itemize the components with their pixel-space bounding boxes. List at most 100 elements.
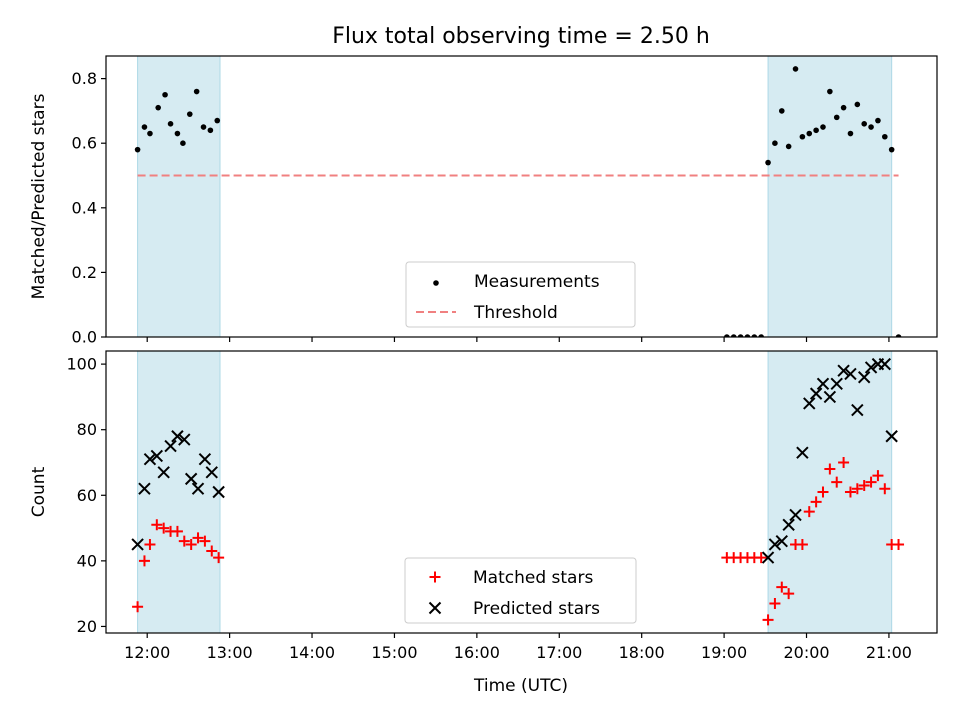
legend: Matched stars Predicted stars bbox=[404, 557, 637, 624]
measurement-point bbox=[792, 66, 799, 72]
measurement-point bbox=[772, 140, 778, 147]
matched-star-point bbox=[872, 470, 884, 482]
measurement-point bbox=[193, 88, 200, 95]
measurement-point bbox=[895, 334, 902, 337]
measurement-point bbox=[785, 143, 792, 150]
observing-window-1 bbox=[137, 350, 221, 634]
predicted-star-point bbox=[809, 387, 823, 400]
measurement-point bbox=[882, 133, 888, 140]
predicted-star-point bbox=[184, 472, 198, 486]
matched-star-point bbox=[879, 483, 891, 495]
measurement-point bbox=[875, 117, 881, 124]
x-tick-label: 13:00 bbox=[207, 643, 253, 662]
measurement-point bbox=[174, 130, 181, 137]
y-tick-label: 40 bbox=[77, 551, 97, 570]
predicted-star-point bbox=[851, 403, 864, 417]
predicted-star-point bbox=[205, 466, 218, 479]
predicted-star-point bbox=[171, 430, 184, 443]
x-tick-label: 18:00 bbox=[619, 643, 665, 662]
matched-star-point bbox=[893, 538, 905, 550]
predicted-star-point bbox=[212, 485, 225, 499]
measurement-point bbox=[141, 124, 148, 130]
matched-star-point bbox=[796, 538, 808, 550]
legend-handle-predicted-stars bbox=[428, 601, 442, 615]
matched-star-point bbox=[783, 588, 795, 600]
measurement-point bbox=[186, 111, 193, 117]
predicted-star-point bbox=[844, 367, 857, 381]
x-tick-label: 19:00 bbox=[701, 643, 747, 662]
matched-star-point bbox=[769, 597, 781, 609]
legend-label-threshold: Threshold bbox=[473, 303, 558, 323]
observing-window-2 bbox=[767, 350, 893, 634]
predicted-star-point bbox=[864, 361, 878, 374]
matched-star-point bbox=[144, 538, 156, 550]
matched-star-point bbox=[762, 614, 774, 626]
predicted-star-point bbox=[761, 551, 775, 564]
measurement-point bbox=[778, 108, 785, 114]
measurement-point bbox=[806, 130, 813, 137]
measurement-point bbox=[765, 159, 771, 166]
chart-title: Flux total observing time = 2.50 h bbox=[332, 24, 710, 49]
predicted-star-point bbox=[782, 518, 795, 531]
matched-star-point bbox=[132, 601, 144, 613]
axes-frame bbox=[105, 55, 938, 338]
plot-area bbox=[134, 66, 902, 337]
matched-star-point bbox=[817, 486, 829, 498]
predicted-star-point bbox=[816, 377, 830, 390]
legend-label-predicted-stars: Predicted stars bbox=[473, 599, 600, 619]
matched-star-point bbox=[838, 456, 850, 468]
y-axis-label: Count bbox=[29, 466, 49, 517]
predicted-star-point bbox=[837, 364, 850, 377]
measurement-point bbox=[167, 121, 174, 127]
measurement-point bbox=[214, 117, 221, 124]
plot-area bbox=[131, 357, 905, 626]
measurement-point bbox=[730, 334, 737, 337]
measurement-point bbox=[744, 334, 751, 337]
legend-label-measurements: Measurements bbox=[474, 272, 600, 292]
matched-star-point bbox=[776, 581, 788, 593]
matched-star-point bbox=[824, 463, 836, 475]
predicted-star-point bbox=[150, 449, 164, 463]
x-tick-label: 21:00 bbox=[866, 643, 912, 662]
legend: Measurements Threshold bbox=[405, 261, 636, 328]
predicted-star-point bbox=[885, 430, 898, 443]
predicted-star-point bbox=[775, 534, 788, 548]
y-tick-label: 0.0 bbox=[72, 328, 97, 347]
matched-star-point bbox=[185, 538, 197, 550]
predicted-star-point bbox=[796, 446, 809, 459]
predicted-star-point bbox=[191, 482, 205, 495]
y-axis-label: Matched/Predicted stars bbox=[29, 93, 49, 299]
predicted-star-point bbox=[823, 390, 837, 404]
measurement-point bbox=[833, 114, 840, 121]
measurement-point bbox=[854, 101, 861, 108]
matched-star-point bbox=[213, 552, 225, 564]
y-tick-label: 80 bbox=[77, 420, 97, 439]
measurement-point bbox=[861, 121, 868, 127]
predicted-star-point bbox=[789, 508, 802, 522]
y-tick-label: 60 bbox=[77, 486, 97, 505]
measurement-point bbox=[737, 334, 744, 337]
predicted-star-point bbox=[178, 433, 191, 446]
matched-star-point bbox=[831, 476, 843, 488]
predicted-star-point bbox=[857, 371, 871, 384]
measurement-point bbox=[799, 133, 806, 140]
matched-star-point bbox=[851, 483, 863, 495]
matched-star-point bbox=[171, 525, 183, 537]
measurement-point bbox=[820, 124, 826, 130]
measurement-point bbox=[751, 334, 758, 337]
predicted-star-point bbox=[830, 377, 843, 390]
measurement-point bbox=[180, 140, 186, 147]
measurement-point bbox=[147, 130, 153, 137]
measurement-point bbox=[840, 104, 847, 111]
matched-star-point bbox=[755, 552, 767, 564]
y-tick-label: 0.4 bbox=[72, 198, 97, 217]
y-tick-label: 0.2 bbox=[72, 263, 97, 282]
matched-star-point bbox=[858, 479, 870, 491]
matched-star-point bbox=[199, 535, 211, 547]
matched-star-point bbox=[844, 486, 856, 498]
matched-star-point bbox=[151, 519, 163, 531]
legend-box bbox=[404, 557, 637, 624]
predicted-star-point bbox=[164, 439, 177, 453]
y-tick-label: 0.6 bbox=[72, 134, 97, 153]
